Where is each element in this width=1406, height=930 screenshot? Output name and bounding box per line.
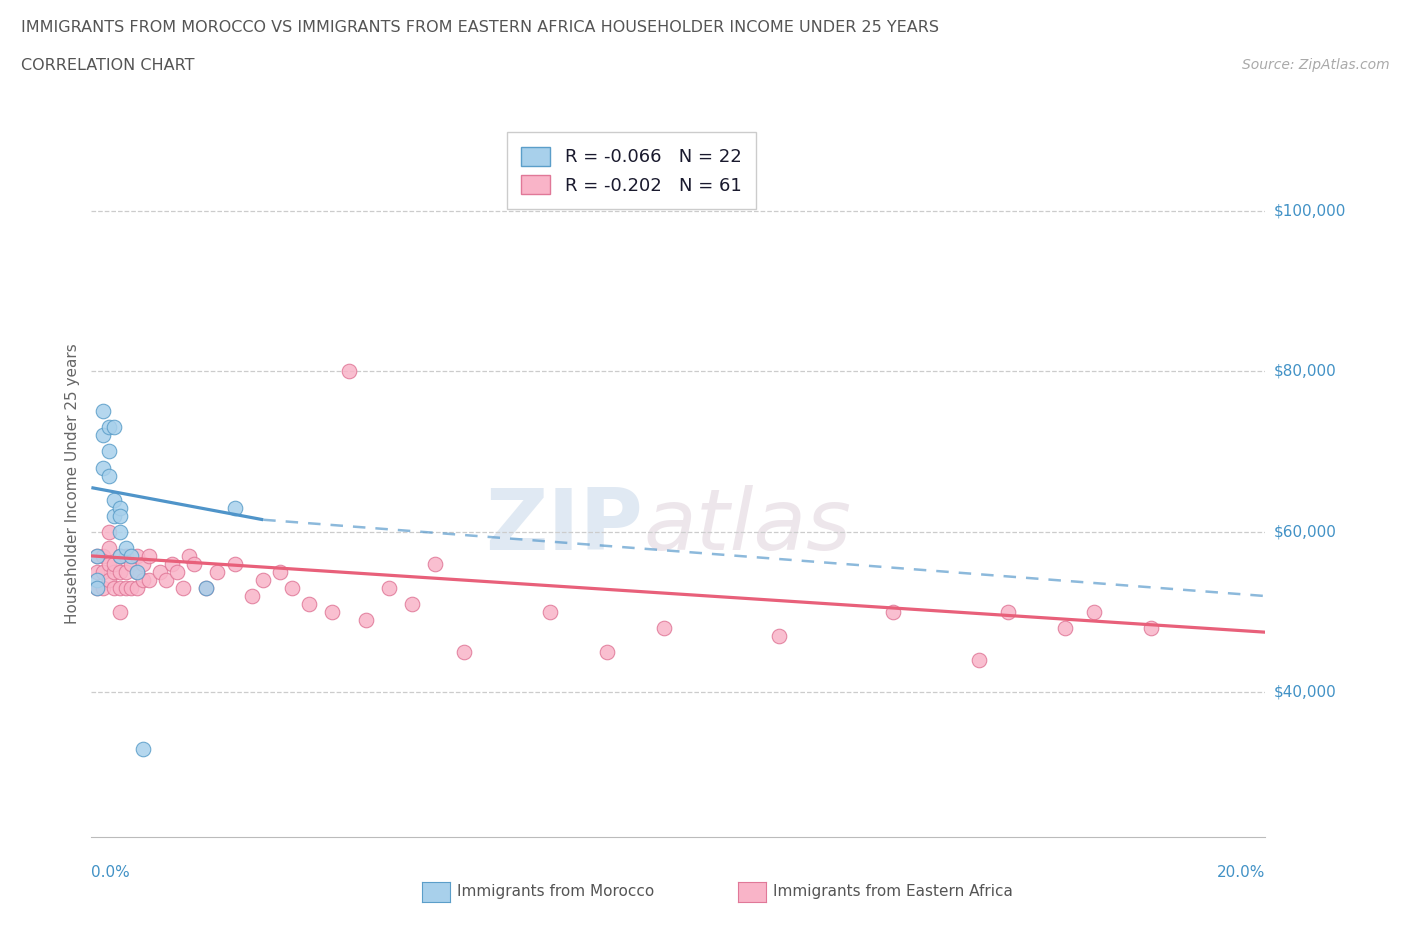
Point xyxy=(97,468,120,483)
Point xyxy=(108,580,131,595)
Point xyxy=(86,565,108,579)
Text: $100,000: $100,000 xyxy=(1274,203,1346,218)
Point xyxy=(132,556,155,571)
Point xyxy=(86,580,108,595)
Point xyxy=(127,549,149,564)
Legend: R = -0.066   N = 22, R = -0.202   N = 61: R = -0.066 N = 22, R = -0.202 N = 61 xyxy=(508,132,756,209)
Point xyxy=(183,556,205,571)
Point xyxy=(269,565,291,579)
Point xyxy=(194,580,217,595)
Point xyxy=(453,644,475,659)
Point xyxy=(207,565,229,579)
Text: Immigrants from Eastern Africa: Immigrants from Eastern Africa xyxy=(773,884,1014,899)
Point xyxy=(882,604,904,619)
Point xyxy=(103,420,125,435)
Point xyxy=(652,620,675,635)
Point xyxy=(224,556,246,571)
Point xyxy=(138,549,160,564)
Point xyxy=(401,597,423,612)
Point xyxy=(132,573,155,588)
Y-axis label: Householder Income Under 25 years: Householder Income Under 25 years xyxy=(65,343,80,624)
Point xyxy=(108,500,131,515)
Text: $40,000: $40,000 xyxy=(1274,684,1336,700)
Point xyxy=(97,420,120,435)
Point xyxy=(132,741,155,756)
Point xyxy=(177,549,200,564)
Point xyxy=(114,549,136,564)
Point xyxy=(108,565,131,579)
Text: CORRELATION CHART: CORRELATION CHART xyxy=(21,58,194,73)
Point xyxy=(103,565,125,579)
Point xyxy=(91,428,114,443)
Point xyxy=(108,525,131,539)
Point xyxy=(114,565,136,579)
Point xyxy=(91,580,114,595)
Point xyxy=(281,580,304,595)
Text: Source: ZipAtlas.com: Source: ZipAtlas.com xyxy=(1241,58,1389,72)
Point xyxy=(127,565,149,579)
Point xyxy=(91,404,114,418)
Point xyxy=(91,460,114,475)
Point xyxy=(337,364,360,379)
Text: $80,000: $80,000 xyxy=(1274,364,1336,379)
Point xyxy=(103,556,125,571)
Point xyxy=(298,597,321,612)
Point xyxy=(121,549,143,564)
Point xyxy=(356,613,378,628)
Point xyxy=(103,492,125,507)
Point xyxy=(149,565,172,579)
Point xyxy=(423,556,446,571)
Point xyxy=(86,580,108,595)
Point xyxy=(97,556,120,571)
Text: $60,000: $60,000 xyxy=(1274,525,1336,539)
Text: IMMIGRANTS FROM MOROCCO VS IMMIGRANTS FROM EASTERN AFRICA HOUSEHOLDER INCOME UND: IMMIGRANTS FROM MOROCCO VS IMMIGRANTS FR… xyxy=(21,20,939,35)
Text: ZIP: ZIP xyxy=(485,485,643,567)
Point xyxy=(1083,604,1105,619)
Point xyxy=(1053,620,1076,635)
Text: 20.0%: 20.0% xyxy=(1218,865,1265,880)
Point xyxy=(240,589,263,604)
Point xyxy=(378,580,401,595)
Point xyxy=(97,540,120,555)
Point xyxy=(91,565,114,579)
Point xyxy=(108,509,131,524)
Point xyxy=(252,573,274,588)
Point xyxy=(768,629,790,644)
Text: atlas: atlas xyxy=(643,485,851,567)
Text: Immigrants from Morocco: Immigrants from Morocco xyxy=(457,884,654,899)
Point xyxy=(997,604,1019,619)
Point xyxy=(97,525,120,539)
Point xyxy=(194,580,217,595)
Point xyxy=(108,549,131,564)
Point xyxy=(160,556,183,571)
Point xyxy=(127,580,149,595)
Point xyxy=(86,549,108,564)
Point xyxy=(596,644,619,659)
Point xyxy=(114,540,136,555)
Point xyxy=(103,580,125,595)
Point xyxy=(155,573,177,588)
Point xyxy=(108,549,131,564)
Point xyxy=(114,580,136,595)
Point xyxy=(108,604,131,619)
Point xyxy=(967,653,990,668)
Point xyxy=(91,549,114,564)
Point xyxy=(127,565,149,579)
Point xyxy=(138,573,160,588)
Text: 0.0%: 0.0% xyxy=(91,865,131,880)
Point xyxy=(103,509,125,524)
Point xyxy=(121,580,143,595)
Point xyxy=(86,573,108,588)
Point xyxy=(97,573,120,588)
Point xyxy=(86,549,108,564)
Point xyxy=(538,604,561,619)
Point xyxy=(172,580,194,595)
Point xyxy=(321,604,343,619)
Point xyxy=(97,444,120,458)
Point xyxy=(224,500,246,515)
Point xyxy=(166,565,188,579)
Point xyxy=(121,556,143,571)
Point xyxy=(1140,620,1163,635)
